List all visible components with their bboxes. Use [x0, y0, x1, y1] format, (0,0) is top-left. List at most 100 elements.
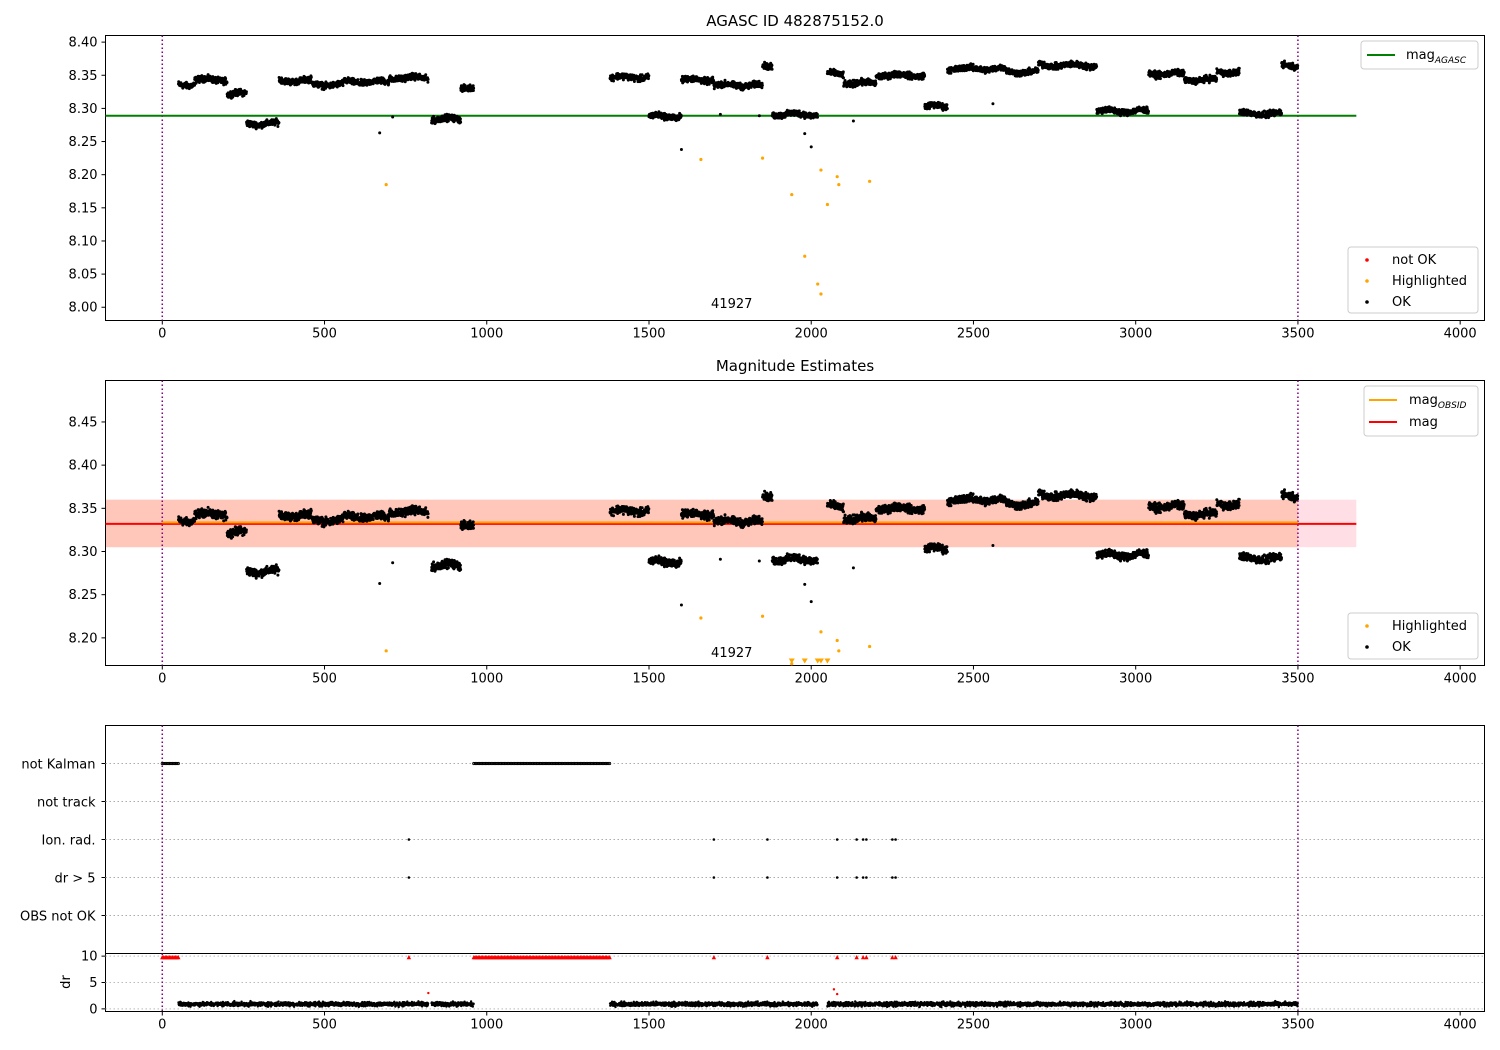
y-tick-label: 8.00 [69, 301, 98, 316]
x-tick-label: 0 [158, 672, 166, 687]
ok-point [797, 109, 801, 113]
ok-point [1095, 64, 1099, 68]
ok-point [757, 114, 761, 118]
ok-point [1237, 71, 1241, 75]
highlighted-point [825, 202, 830, 207]
x-tick-label: 2500 [957, 672, 990, 687]
ok-point [843, 79, 847, 82]
highlighted-point [835, 175, 839, 179]
highlighted-point [384, 183, 388, 187]
x-tick-label: 2000 [795, 327, 828, 342]
ok-point [612, 79, 615, 83]
plot-frame [105, 35, 1485, 321]
y-tick-label: 8.35 [69, 69, 98, 84]
y-tick-label: 8.25 [69, 135, 98, 150]
y-tick-label: 8.20 [69, 631, 98, 646]
ok-point [841, 70, 845, 74]
y-tick-label: 8.15 [69, 201, 98, 216]
ok-point [225, 81, 229, 85]
highlighted-point [819, 168, 823, 172]
legend-label-not-ok: not OK [1392, 253, 1437, 268]
magnitude-estimates-panel: Magnitude Estimates 8.208.258.308.358.40… [69, 357, 1485, 687]
ok-point [949, 71, 953, 75]
x-tick-label: 3500 [1281, 672, 1314, 687]
y-tick-label: 8.35 [69, 502, 98, 517]
x-tick-label: 1000 [470, 672, 503, 687]
ok-point [760, 83, 764, 87]
x-tick-label: 500 [312, 327, 337, 342]
x-tick-label: 2500 [957, 327, 990, 342]
ok-point [224, 77, 228, 80]
x-tick-label: 4000 [1444, 327, 1477, 342]
ok-point [945, 107, 949, 111]
y-tick-label: 8.10 [69, 234, 98, 249]
y-tick-label: 8.20 [69, 168, 98, 183]
ok-point [971, 62, 975, 66]
ok-point [770, 67, 774, 71]
y-tick-label: 8.40 [69, 36, 98, 51]
ok-point [816, 115, 819, 119]
data-points [177, 59, 1300, 296]
ok-point [426, 80, 430, 84]
panel-title: AGASC ID 482875152.0 [706, 12, 884, 30]
y-axis: 8.208.258.308.358.408.45 [69, 415, 106, 646]
y-tick-label: 8.30 [69, 102, 98, 117]
x-tick-label: 3000 [1119, 672, 1152, 687]
legend-label-ok: OK [1392, 295, 1411, 310]
legend-status: not OK Highlighted OK [1347, 246, 1479, 314]
ok-point [945, 103, 949, 107]
y-axis: 8.00 8.05 8.10 8.15 8.20 8.25 8.30 8.35 8.40 [69, 36, 106, 316]
ok-point [1215, 78, 1219, 81]
legend-label-highlighted: Highlighted [1392, 274, 1467, 289]
ok-point [851, 119, 855, 123]
x-tick-label: 1500 [632, 672, 665, 687]
ok-point [712, 79, 716, 83]
ok-point [991, 102, 995, 106]
panel-title: Magnitude Estimates [716, 357, 874, 375]
x-tick-label: 1000 [470, 327, 503, 342]
ok-point [244, 90, 248, 94]
x-tick-label: 3500 [1281, 327, 1314, 342]
vertical-lines [161, 35, 1299, 321]
y-tick-label: 8.45 [69, 415, 98, 430]
ok-point [472, 86, 476, 90]
ok-point [391, 115, 395, 119]
y-tick-label: 8.40 [69, 459, 98, 474]
ok-point [718, 112, 722, 116]
y-tick-label: 8.05 [69, 268, 98, 283]
ok-point [1283, 59, 1286, 63]
ok-point [1296, 64, 1300, 68]
highlighted-point [803, 254, 807, 258]
ok-point [231, 95, 235, 99]
y-tick-label: 8.30 [69, 545, 98, 560]
ok-point [1182, 70, 1186, 74]
highlighted-point [837, 183, 841, 187]
legend-marker-not-ok [1365, 258, 1369, 262]
x-axis: 0 500 1000 1500 2000 2500 3000 3500 4000 [158, 665, 1477, 687]
legend-marker-ok [1365, 300, 1369, 304]
x-tick-label: 0 [158, 327, 166, 342]
highlighted-point [868, 179, 872, 183]
x-axis: 0 500 1000 1500 2000 2500 3000 3500 4000 [158, 320, 1477, 342]
ok-point [356, 78, 360, 82]
ok-point [378, 131, 382, 135]
x-tick-label: 3000 [1119, 327, 1152, 342]
highlighted-point [790, 192, 794, 197]
ok-point [277, 121, 281, 125]
ok-point [1237, 66, 1241, 70]
ok-point [1280, 111, 1283, 115]
ok-point [711, 75, 715, 79]
ok-point [874, 82, 878, 86]
ok-point [1291, 61, 1295, 65]
ok-point [770, 63, 774, 67]
x-tick-label: 500 [312, 672, 337, 687]
ok-point [257, 125, 261, 129]
ok-point [193, 519, 196, 523]
ok-point [426, 77, 430, 81]
ok-point [842, 76, 845, 80]
ok-point [341, 84, 345, 88]
ok-point [1158, 77, 1162, 81]
ok-point [923, 74, 927, 78]
ok-point [679, 114, 683, 118]
